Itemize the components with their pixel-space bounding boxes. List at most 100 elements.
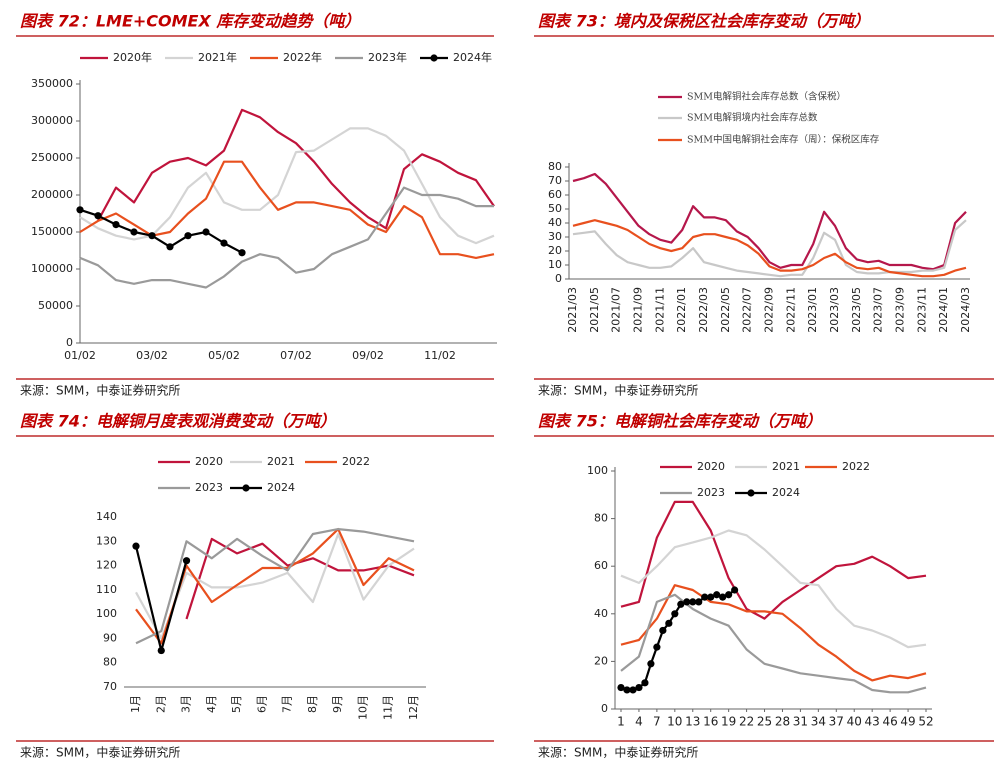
x-tick-label: 07/02 bbox=[280, 349, 312, 362]
legend-label: 2021年 bbox=[198, 50, 237, 64]
legend-label: 2022 bbox=[342, 455, 370, 468]
x-tick-label: 01/02 bbox=[64, 349, 96, 362]
series-marker bbox=[653, 643, 661, 651]
series-line bbox=[572, 219, 967, 278]
x-tick-label: 2022/03 bbox=[697, 287, 710, 333]
legend-label: SMM电解铜社会库存总数（含保税） bbox=[687, 91, 846, 103]
y-tick-label: 0 bbox=[601, 702, 608, 715]
x-tick-label: 19 bbox=[721, 715, 736, 729]
series-marker bbox=[166, 243, 174, 251]
x-tick-label: 2022/11 bbox=[784, 287, 797, 333]
chart-title: 图表 75：电解铜社会库存变动（万吨） bbox=[538, 412, 822, 431]
series-marker bbox=[677, 600, 685, 608]
x-tick-label: 09/02 bbox=[352, 349, 384, 362]
series-marker bbox=[713, 591, 721, 599]
x-tick-label: 2021/07 bbox=[610, 287, 623, 333]
y-tick-label: 150000 bbox=[31, 225, 73, 238]
series-line bbox=[97, 108, 495, 230]
y-tick-label: 10 bbox=[548, 258, 562, 271]
x-tick-label: 34 bbox=[811, 715, 826, 729]
x-tick-label: 52 bbox=[918, 715, 933, 729]
series-line bbox=[135, 528, 415, 645]
x-tick-label: 28 bbox=[775, 715, 790, 729]
x-tick-label: 7月 bbox=[281, 695, 294, 713]
y-tick-label: 50000 bbox=[38, 299, 73, 312]
x-tick-label: 43 bbox=[865, 715, 880, 729]
x-tick-label: 2022/01 bbox=[675, 287, 688, 333]
x-tick-label: 22 bbox=[739, 715, 754, 729]
legend-label: 2022 bbox=[842, 460, 870, 473]
x-tick-label: 4月 bbox=[205, 695, 218, 713]
y-tick-label: 100000 bbox=[31, 262, 73, 275]
x-tick-label: 2022/05 bbox=[719, 287, 732, 333]
y-tick-label: 40 bbox=[548, 216, 562, 229]
x-tick-label: 2023/11 bbox=[915, 287, 928, 333]
x-tick-label: 2022/09 bbox=[763, 287, 776, 333]
y-tick-label: 70 bbox=[103, 680, 117, 693]
legend-label: 2020年 bbox=[113, 50, 152, 64]
series-marker bbox=[725, 591, 733, 599]
series-line bbox=[135, 532, 415, 640]
legend-label: 2021 bbox=[772, 460, 800, 473]
series-marker bbox=[220, 239, 228, 247]
legend-label: 2024 bbox=[772, 486, 800, 499]
x-tick-label: 5月 bbox=[230, 695, 243, 713]
y-tick-label: 50 bbox=[548, 202, 562, 215]
series-line bbox=[572, 219, 967, 278]
x-tick-label: 2月 bbox=[154, 695, 167, 713]
series-marker bbox=[719, 593, 727, 601]
y-tick-label: 80 bbox=[103, 656, 117, 669]
y-tick-label: 60 bbox=[548, 188, 562, 201]
x-tick-label: 49 bbox=[900, 715, 915, 729]
series-marker bbox=[617, 683, 625, 692]
series-line bbox=[79, 208, 243, 254]
legend-marker bbox=[430, 54, 438, 62]
x-tick-label: 2021/09 bbox=[632, 287, 645, 333]
x-tick-label: 11月 bbox=[382, 695, 395, 720]
series-line bbox=[572, 172, 967, 271]
legend-label: 2024年 bbox=[453, 50, 492, 64]
x-tick-label: 37 bbox=[829, 715, 844, 729]
series-marker bbox=[701, 593, 709, 601]
x-tick-label: 2021/11 bbox=[653, 287, 666, 333]
y-tick-label: 20 bbox=[548, 244, 562, 257]
y-tick-label: 0 bbox=[66, 336, 73, 349]
x-tick-label: 2023/09 bbox=[894, 287, 907, 333]
legend-label: 2022年 bbox=[283, 50, 322, 64]
x-tick-label: 2021/05 bbox=[588, 287, 601, 333]
y-tick-label: 100 bbox=[587, 464, 608, 477]
series-marker bbox=[130, 228, 138, 236]
x-tick-label: 2023/05 bbox=[850, 287, 863, 333]
legend-marker bbox=[242, 484, 250, 492]
y-tick-label: 40 bbox=[594, 607, 608, 620]
source-note: 来源：SMM，中泰证券研究所 bbox=[538, 745, 698, 760]
series-marker bbox=[707, 593, 715, 601]
series-marker bbox=[665, 619, 673, 627]
y-tick-label: 60 bbox=[594, 559, 608, 572]
y-tick-label: 20 bbox=[594, 654, 608, 667]
legend-label: SMM电解铜境内社会库存总数 bbox=[687, 112, 818, 124]
y-tick-label: 0 bbox=[555, 272, 562, 285]
y-tick-label: 100 bbox=[96, 607, 117, 620]
x-tick-label: 40 bbox=[847, 715, 862, 729]
y-tick-label: 120 bbox=[96, 559, 117, 572]
series-line bbox=[620, 529, 927, 649]
legend-marker bbox=[747, 489, 755, 497]
series-marker bbox=[623, 686, 631, 694]
x-tick-label: 05/02 bbox=[208, 349, 240, 362]
source-note: 来源：SMM，中泰证券研究所 bbox=[20, 383, 180, 398]
x-tick-label: 3月 bbox=[180, 695, 193, 713]
series-marker bbox=[731, 586, 739, 594]
x-tick-label: 46 bbox=[882, 715, 897, 729]
x-tick-label: 2023/01 bbox=[806, 287, 819, 333]
x-tick-label: 25 bbox=[757, 715, 772, 729]
series-line bbox=[79, 186, 494, 289]
y-tick-label: 80 bbox=[594, 512, 608, 525]
x-tick-label: 12月 bbox=[407, 695, 420, 720]
series-marker bbox=[148, 232, 156, 240]
series-marker bbox=[182, 557, 191, 565]
x-tick-label: 7 bbox=[653, 715, 661, 729]
series-marker bbox=[132, 542, 140, 550]
x-tick-label: 9月 bbox=[331, 695, 344, 713]
